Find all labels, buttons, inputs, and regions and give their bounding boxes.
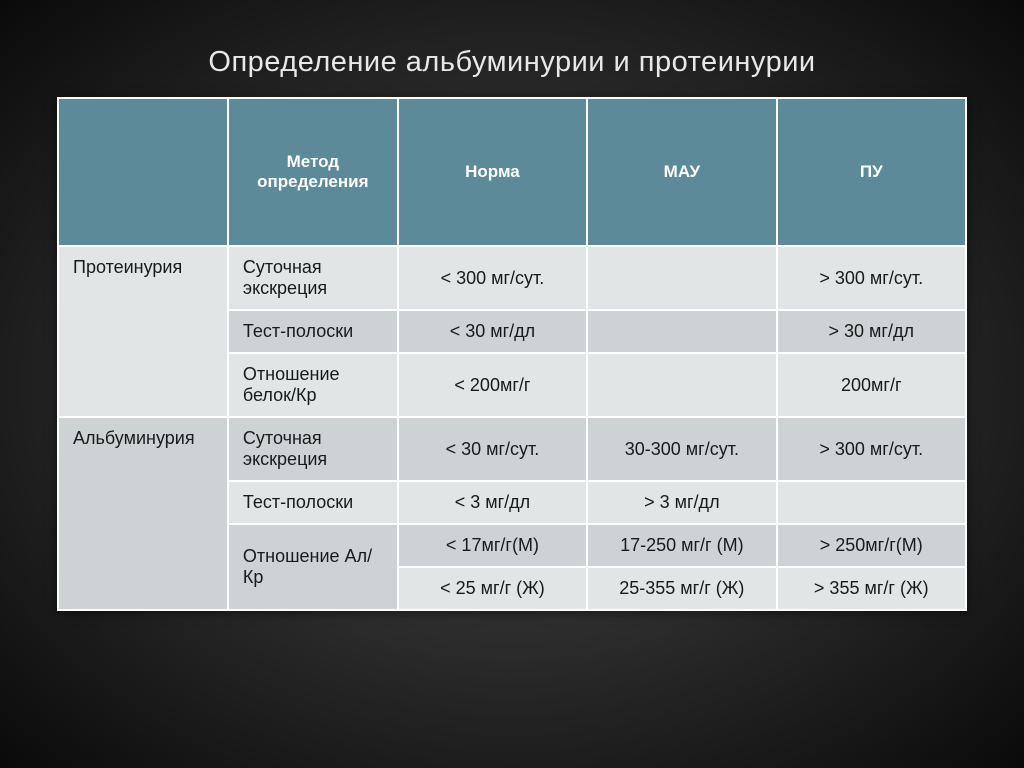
- header-row: Метод определения Норма МАУ ПУ: [58, 98, 966, 246]
- cell-norm: < 30 мг/сут.: [398, 417, 587, 481]
- cell-mau: 30-300 мг/сут.: [587, 417, 776, 481]
- col-norm: Норма: [398, 98, 587, 246]
- group-label-proteinuria: Протеинурия: [58, 246, 228, 417]
- main-table: Метод определения Норма МАУ ПУ Протеинур…: [57, 97, 967, 611]
- cell-mau: [587, 246, 776, 310]
- cell-method: Тест-полоски: [228, 310, 398, 353]
- cell-pu: > 300 мг/сут.: [777, 417, 966, 481]
- cell-norm: < 200мг/г: [398, 353, 587, 417]
- cell-mau: 25-355 мг/г (Ж): [587, 567, 776, 610]
- cell-pu: > 30 мг/дл: [777, 310, 966, 353]
- cell-mau: [587, 353, 776, 417]
- cell-norm: < 17мг/г(М): [398, 524, 587, 567]
- cell-mau: > 3 мг/дл: [587, 481, 776, 524]
- cell-pu: > 250мг/г(М): [777, 524, 966, 567]
- cell-norm: < 300 мг/сут.: [398, 246, 587, 310]
- cell-norm: < 3 мг/дл: [398, 481, 587, 524]
- cell-mau: 17-250 мг/г (М): [587, 524, 776, 567]
- cell-norm: < 30 мг/дл: [398, 310, 587, 353]
- cell-method: Отношение белок/Кр: [228, 353, 398, 417]
- cell-method: Отношение Ал/Кр: [228, 524, 398, 610]
- col-blank: [58, 98, 228, 246]
- cell-method: Тест-полоски: [228, 481, 398, 524]
- col-pu: ПУ: [777, 98, 966, 246]
- table-row: Альбуминурия Суточная экскреция < 30 мг/…: [58, 417, 966, 481]
- cell-pu: > 355 мг/г (Ж): [777, 567, 966, 610]
- cell-method: Суточная экскреция: [228, 417, 398, 481]
- cell-pu: 200мг/г: [777, 353, 966, 417]
- table-row: Протеинурия Суточная экскреция < 300 мг/…: [58, 246, 966, 310]
- cell-pu: > 300 мг/сут.: [777, 246, 966, 310]
- cell-method: Суточная экскреция: [228, 246, 398, 310]
- col-method: Метод определения: [228, 98, 398, 246]
- group-label-albuminuria: Альбуминурия: [58, 417, 228, 610]
- cell-norm: < 25 мг/г (Ж): [398, 567, 587, 610]
- col-mau: МАУ: [587, 98, 776, 246]
- cell-pu: [777, 481, 966, 524]
- cell-mau: [587, 310, 776, 353]
- slide-title: Определение альбуминурии и протеинурии: [208, 46, 815, 79]
